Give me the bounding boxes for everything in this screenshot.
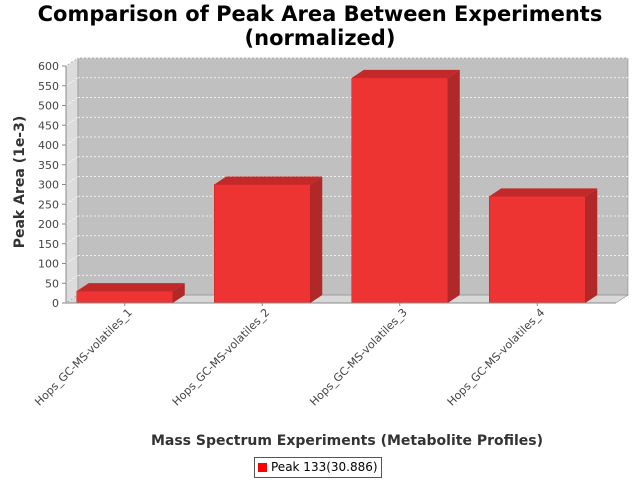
y-tick-label: 400 <box>38 139 59 152</box>
bars <box>76 69 598 304</box>
bar-top <box>214 176 323 185</box>
gridline-side <box>65 255 79 264</box>
y-axis: 0 50 100 150 200 250 300 350 400 450 500 550 600 <box>38 60 67 310</box>
gridline-side <box>65 57 79 67</box>
y-tick-label: 0 <box>52 297 59 310</box>
y-tick-label: 150 <box>38 238 59 251</box>
y-tick-label: 250 <box>38 198 59 211</box>
y-tick-label: 100 <box>38 258 59 271</box>
gridline-side <box>65 195 79 205</box>
bar <box>489 196 586 304</box>
y-tick-label: 550 <box>38 80 59 93</box>
gridline-side <box>65 294 79 304</box>
y-tick-label: 300 <box>38 179 59 192</box>
legend: Peak 133(30.886) <box>254 457 382 478</box>
bar-side <box>447 69 460 303</box>
chart-title-line-2: (normalized) <box>244 26 396 50</box>
bar-side <box>172 283 185 303</box>
chart-title-line-1: Comparison of Peak Area Between Experime… <box>37 2 603 26</box>
x-tick-label: Hops_GC-MS-volatiles_2 <box>170 306 273 409</box>
y-tick-label: 500 <box>38 100 59 113</box>
bar <box>76 290 173 304</box>
bar-top <box>351 69 460 78</box>
x-tick-label: Hops_GC-MS-volatiles_1 <box>32 306 135 409</box>
x-tick-label: Hops_GC-MS-volatiles_3 <box>307 306 410 409</box>
y-tick-label: 450 <box>38 119 59 132</box>
gridline-side <box>65 116 79 126</box>
x-axis-title: Mass Spectrum Experiments (Metabolite Pr… <box>151 433 543 449</box>
bar-side <box>310 176 323 303</box>
legend-label: Peak 133(30.886) <box>271 460 378 474</box>
y-tick-label: 350 <box>38 159 59 172</box>
left-wall <box>65 57 79 304</box>
y-tick-label: 50 <box>45 277 59 290</box>
x-axis: Hops_GC-MS-volatiles_1 Hops_GC-MS-volatil… <box>32 302 616 409</box>
bar-top <box>76 283 185 292</box>
gridline-side <box>65 97 79 106</box>
y-axis-title: Peak Area (1e-3) <box>12 116 28 249</box>
gridlines <box>65 57 628 304</box>
gridline-side <box>65 235 79 245</box>
gridline-side <box>65 274 79 284</box>
chart-title: Comparison of Peak Area Between Experime… <box>0 2 640 50</box>
bar-side <box>585 188 598 303</box>
legend-swatch <box>258 463 267 472</box>
bar <box>214 184 311 304</box>
bar-top <box>489 188 598 197</box>
y-tick-label: 600 <box>38 60 59 73</box>
gridline-side <box>65 156 79 166</box>
gridline-side <box>65 215 79 225</box>
gridline-side <box>65 136 79 146</box>
bar <box>351 77 448 304</box>
gridline-side <box>65 176 79 185</box>
x-tick-label: Hops_GC-MS-volatiles_4 <box>445 306 548 409</box>
gridline-side <box>65 77 79 87</box>
y-tick-label: 200 <box>38 218 59 231</box>
